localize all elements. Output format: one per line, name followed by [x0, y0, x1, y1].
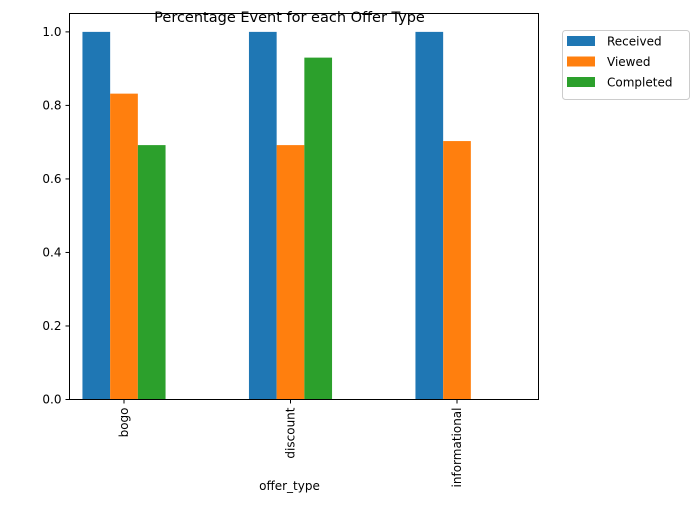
bar-received-informational [415, 31, 444, 400]
x-tick-label-discount: discount [284, 407, 298, 458]
x-tick-label-informational: informational [450, 408, 464, 488]
bar-viewed-bogo [110, 93, 138, 400]
bar-viewed-discount [276, 145, 305, 400]
legend-label-received: Received [607, 35, 662, 49]
chart-title: Percentage Event for each Offer Type [154, 10, 425, 26]
bars-group [82, 31, 471, 400]
x-axis: bogo discount informational [117, 399, 464, 488]
legend-swatch-received [567, 36, 595, 46]
y-tick-label: 0.0 [42, 393, 61, 407]
y-tick-label: 0.8 [42, 98, 61, 112]
bar-received-discount [248, 31, 277, 400]
bar-completed-bogo [137, 145, 166, 400]
legend-swatch-completed [567, 77, 595, 87]
x-axis-label: offer_type [259, 479, 320, 493]
bar-completed-discount [304, 57, 333, 400]
x-tick-label-bogo: bogo [117, 408, 131, 438]
y-tick-label: 1.0 [42, 25, 61, 39]
plot-frame [69, 13, 539, 400]
y-tick-label: 0.2 [42, 319, 61, 333]
bar-received-bogo [82, 31, 111, 400]
y-tick-label: 0.4 [42, 245, 61, 259]
legend-label-completed: Completed [607, 76, 672, 90]
y-tick-label: 0.6 [42, 172, 61, 186]
legend-swatch-viewed [567, 56, 595, 67]
legend: Received Viewed Completed [562, 30, 690, 100]
y-axis: 0.0 0.2 0.4 0.6 0.8 1.0 [42, 25, 70, 407]
bar-viewed-informational [443, 141, 471, 400]
legend-label-viewed: Viewed [607, 55, 650, 69]
